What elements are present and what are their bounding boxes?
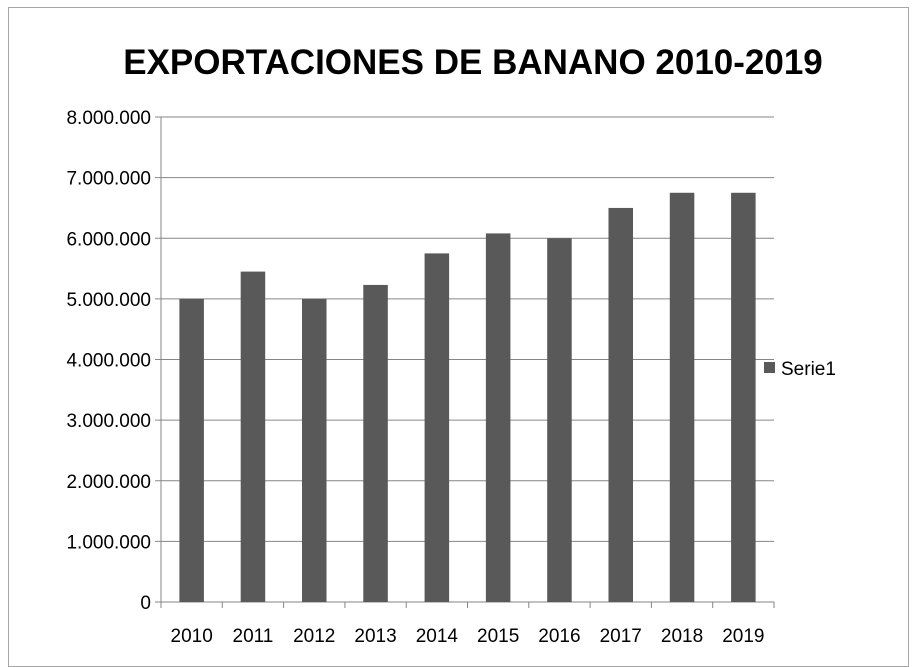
bar-2010 — [179, 298, 204, 602]
y-tick-label: 8.000.000 — [66, 108, 151, 129]
bar-2011 — [240, 271, 266, 602]
bar-2013 — [363, 284, 388, 602]
bar-2017 — [608, 207, 634, 602]
bar-2016 — [547, 238, 572, 602]
bars — [179, 192, 756, 602]
x-tick-label: 2011 — [233, 626, 274, 647]
x-tick-label: 2012 — [293, 626, 335, 647]
x-tick-label: 2010 — [171, 626, 213, 647]
y-tick-label: 7.000.000 — [66, 169, 151, 190]
bar-2015 — [485, 233, 511, 602]
y-tick-label: 5.000.000 — [66, 290, 151, 311]
x-tick-label: 2014 — [416, 626, 459, 647]
y-tick-label: 1.000.000 — [66, 532, 151, 553]
y-tick-label: 2.000.000 — [66, 472, 151, 493]
bar-2012 — [301, 298, 327, 602]
bar-2018 — [669, 192, 695, 602]
x-tick-labels: 2010 2011 2012 2013 2014 2015 2016 2017 2018 2019 — [171, 626, 765, 647]
y-tick-label: 0 — [140, 593, 151, 614]
x-tick-label: 2015 — [477, 626, 519, 647]
x-tick-label: 2018 — [661, 626, 703, 647]
y-tick-label: 4.000.000 — [66, 351, 151, 372]
x-tick-label: 2013 — [354, 626, 396, 647]
bar-2019 — [731, 192, 756, 602]
chart-title: EXPORTACIONES DE BANANO 2010-2019 — [123, 43, 823, 82]
x-tick-label: 2016 — [538, 626, 580, 647]
x-tick-label: 2017 — [600, 626, 642, 647]
legend-swatch — [764, 362, 775, 373]
y-tick-label: 6.000.000 — [66, 229, 151, 250]
legend: Serie1 — [764, 359, 836, 380]
legend-label: Serie1 — [781, 359, 836, 380]
y-tick-labels: 0 1.000.000 2.000.000 3.000.000 4.000.000 5.0… — [66, 108, 151, 614]
x-tick-label: 2019 — [722, 626, 764, 647]
y-tick-label: 3.000.000 — [66, 411, 151, 432]
bar-2014 — [424, 253, 450, 602]
